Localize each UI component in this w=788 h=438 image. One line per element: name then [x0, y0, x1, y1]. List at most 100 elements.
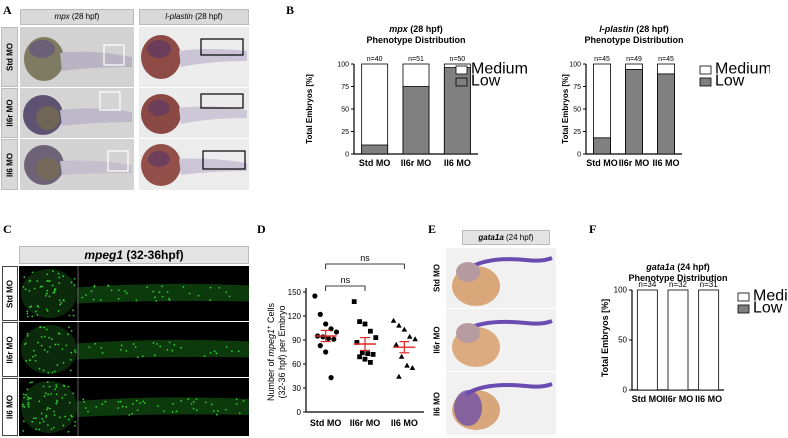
macrophage-dot	[48, 407, 51, 410]
macrophage-dot	[51, 338, 53, 341]
macrophage-dot	[93, 285, 96, 288]
data-point	[328, 375, 334, 381]
y-tick-label: 0	[623, 386, 628, 395]
significance-label: ns	[360, 253, 370, 263]
macrophage-dot	[143, 402, 146, 404]
macrophage-dot	[45, 414, 48, 417]
macrophage-dot	[204, 401, 207, 404]
y-tick-label: 150	[288, 288, 302, 297]
macrophage-dot	[31, 381, 33, 384]
macrophage-dot	[52, 426, 55, 429]
macrophage-dot	[36, 314, 39, 316]
category-label: Il6 MO	[391, 418, 418, 428]
macrophage-dot	[58, 299, 61, 302]
panel-letter-e: E	[428, 222, 437, 236]
macrophage-dot	[74, 351, 77, 353]
macrophage-dot	[66, 333, 69, 336]
mpeg1-fluorescence-image-il6	[19, 378, 249, 436]
macrophage-dot	[22, 405, 24, 408]
macrophage-dot	[215, 352, 218, 355]
data-point	[362, 321, 368, 327]
legend-swatch-medium	[455, 65, 468, 75]
macrophage-dot	[45, 308, 48, 311]
macrophage-dot	[235, 402, 238, 405]
macrophage-dot	[35, 417, 37, 420]
gata1a-embryo-image-il6	[446, 372, 556, 435]
macrophage-dot	[44, 392, 47, 395]
macrophage-dot	[135, 299, 138, 302]
gene-name: mpeg1	[84, 248, 123, 262]
macrophage-dot	[27, 401, 30, 404]
category-label: Il6r MO	[401, 158, 432, 168]
chart-title: mpx (28 hpf)	[389, 24, 443, 34]
bar-medium	[361, 63, 389, 155]
macrophage-dot	[31, 315, 34, 318]
macrophage-dot	[173, 344, 176, 346]
category-label: Il6r MO	[663, 394, 694, 404]
macrophage-dot	[65, 344, 68, 347]
macrophage-dot	[33, 287, 36, 290]
y-tick-label: 90	[292, 336, 301, 345]
macrophage-dot	[152, 290, 154, 293]
panel-a-header-lplastin: l-plastin (28 hpf)	[139, 9, 249, 25]
macrophage-dot	[56, 400, 59, 403]
data-point	[323, 349, 329, 355]
mpeg1-fluorescence-image-il6r	[19, 322, 249, 377]
y-axis-label: Total Embryos [%]	[305, 74, 314, 144]
macrophage-dot	[58, 276, 61, 279]
macrophage-dot	[73, 424, 76, 427]
macrophage-dot	[34, 310, 37, 313]
panel-a-header-mpx: mpx (28 hpf)	[20, 9, 134, 25]
macrophage-dot	[42, 385, 45, 388]
n-label: n=49	[626, 56, 642, 63]
panel-e-header: gata1a (24 hpf)	[462, 230, 550, 245]
chart-subtitle: Phenotype Distribution	[585, 35, 684, 45]
macrophage-dot	[27, 403, 29, 406]
legend-label-low: Low	[753, 300, 783, 317]
y-tick-label: 100	[614, 286, 628, 295]
data-point	[323, 321, 329, 327]
bar-low	[593, 137, 611, 155]
row-label-il6: Il6 MO	[430, 372, 444, 435]
macrophage-dot	[22, 430, 25, 432]
macrophage-dot	[63, 385, 66, 388]
macrophage-dot	[209, 351, 212, 354]
macrophage-dot	[197, 294, 200, 297]
data-point	[325, 335, 331, 341]
macrophage-dot	[87, 410, 89, 413]
macrophage-dot	[52, 292, 55, 294]
data-point	[368, 328, 373, 334]
macrophage-dot	[117, 297, 120, 300]
macrophage-dot	[192, 407, 195, 410]
macrophage-dot	[38, 400, 41, 403]
macrophage-dot	[195, 409, 198, 411]
bar-medium	[667, 289, 689, 391]
stage-label: (24 hpf)	[503, 233, 534, 242]
macrophage-dot	[146, 286, 149, 289]
lplastin-embryo-image-std	[139, 27, 249, 87]
macrophage-dot	[46, 310, 49, 312]
y-tick-label: 50	[618, 336, 627, 345]
macrophage-dot	[168, 299, 171, 301]
macrophage-dot	[67, 385, 70, 388]
macrophage-dot	[54, 343, 57, 346]
macrophage-dot	[69, 369, 72, 372]
y-axis-label-line2: (32-36 hpf) per Embryo	[277, 305, 287, 398]
macrophage-dot	[154, 296, 156, 299]
row-label-il6r: Il6r MO	[1, 88, 18, 138]
macrophage-dot	[238, 412, 241, 415]
macrophage-dot	[136, 356, 139, 359]
macrophage-dot	[231, 350, 233, 353]
y-tick-label: 0	[345, 152, 349, 159]
macrophage-dot	[58, 333, 61, 335]
category-label: Il6r MO	[619, 158, 650, 168]
macrophage-dot	[34, 359, 37, 362]
data-point	[317, 311, 323, 317]
macrophage-dot	[171, 349, 174, 352]
data-point	[396, 373, 402, 379]
macrophage-dot	[166, 349, 169, 351]
macrophage-dot	[43, 335, 46, 338]
macrophage-dot	[40, 344, 43, 347]
macrophage-dot	[142, 400, 144, 403]
row-label-il6: Il6 MO	[1, 139, 18, 190]
